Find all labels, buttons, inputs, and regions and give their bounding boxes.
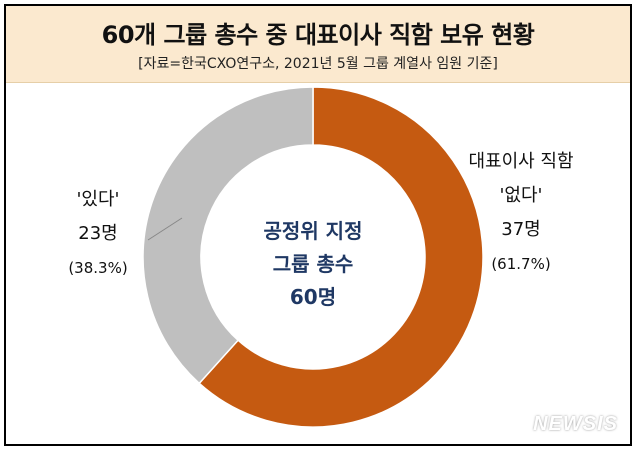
slice-0-label-line-0: 대표이사 직함 [468,151,573,172]
slice-0-label-line-1: '없다' [499,185,542,206]
leader-line [147,217,183,241]
slice-0-count: 37명 [501,219,540,240]
center-label-line-2: 60명 [290,285,336,309]
newsis-watermark: NEWSIS [533,413,618,435]
slice-1-count: 23명 [78,223,117,244]
header-banner: 60개 그룹 총수 중 대표이사 직함 보유 현황 [자료=한국CXO연구소, … [6,6,630,83]
center-label-line-1: 그룹 총수 [273,252,354,276]
slice-1-label-line-0: '있다' [76,189,119,210]
chart-title: 60개 그룹 총수 중 대표이사 직함 보유 현황 [101,21,535,49]
center-label-line-0: 공정위 지정 [264,219,363,243]
donut-slice-1 [142,86,314,385]
donut-slice-0 [198,86,484,428]
slice-1-percent: (38.3%) [68,259,127,277]
slice-0-percent: (61.7%) [491,255,550,273]
chart-subtitle: [자료=한국CXO연구소, 2021년 5월 그룹 계열사 임원 기준] [138,56,498,72]
